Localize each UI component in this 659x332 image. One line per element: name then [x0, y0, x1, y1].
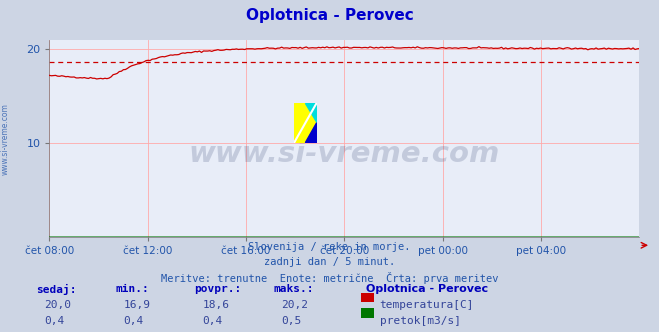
Text: temperatura[C]: temperatura[C]: [380, 300, 474, 310]
Text: min.:: min.:: [115, 284, 149, 294]
Text: sedaj:: sedaj:: [36, 284, 76, 295]
Polygon shape: [305, 103, 316, 123]
Text: pretok[m3/s]: pretok[m3/s]: [380, 316, 461, 326]
Text: www.si-vreme.com: www.si-vreme.com: [1, 104, 10, 175]
Text: maks.:: maks.:: [273, 284, 314, 294]
Text: zadnji dan / 5 minut.: zadnji dan / 5 minut.: [264, 257, 395, 267]
Text: 18,6: 18,6: [202, 300, 229, 310]
Text: 0,4: 0,4: [202, 316, 223, 326]
Text: 20,0: 20,0: [44, 300, 71, 310]
Text: 0,5: 0,5: [281, 316, 302, 326]
Text: www.si-vreme.com: www.si-vreme.com: [188, 140, 500, 168]
Text: Slovenija / reke in morje.: Slovenija / reke in morje.: [248, 242, 411, 252]
Text: Meritve: trenutne  Enote: metrične  Črta: prva meritev: Meritve: trenutne Enote: metrične Črta: …: [161, 272, 498, 284]
Polygon shape: [305, 123, 316, 142]
Text: 16,9: 16,9: [123, 300, 150, 310]
Text: Oplotnica - Perovec: Oplotnica - Perovec: [366, 284, 488, 294]
Text: 0,4: 0,4: [123, 316, 144, 326]
Text: 0,4: 0,4: [44, 316, 65, 326]
Text: Oplotnica - Perovec: Oplotnica - Perovec: [246, 8, 413, 23]
Text: 20,2: 20,2: [281, 300, 308, 310]
Text: povpr.:: povpr.:: [194, 284, 242, 294]
